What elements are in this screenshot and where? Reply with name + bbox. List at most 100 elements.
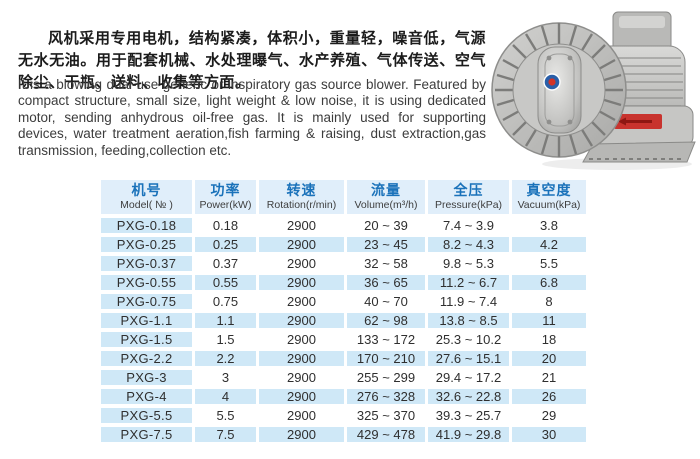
cell-value: 429 ~ 478 xyxy=(347,427,425,442)
cell-model: PXG-0.37 xyxy=(101,256,192,271)
cell-model: PXG-4 xyxy=(101,389,192,404)
cell-value: 0.37 xyxy=(195,256,256,271)
cell-value: 0.18 xyxy=(195,218,256,233)
cell-value: 62 ~ 98 xyxy=(347,313,425,328)
spec-table: 机号 Model( № ) 功率 Power(kW) 转速 Rotation(r/min)… xyxy=(101,180,586,442)
cell-value: 133 ~ 172 xyxy=(347,332,425,347)
cell-value: 2900 xyxy=(259,237,344,252)
column-header-2: 转速 Rotation(r/min) xyxy=(259,180,344,214)
cell-value: 30 xyxy=(512,427,586,442)
column-header-en: Rotation(r/min) xyxy=(266,199,337,212)
cell-value: 41.9 ~ 29.8 xyxy=(428,427,509,442)
cell-model: PXG-7.5 xyxy=(101,427,192,442)
cell-model: PXG-1.1 xyxy=(101,313,192,328)
cell-value: 2900 xyxy=(259,351,344,366)
cell-model: PXG-0.55 xyxy=(101,275,192,290)
cell-value: 1.1 xyxy=(195,313,256,328)
column-header-zh: 流量 xyxy=(371,182,401,199)
column-header-en: Volume(m³/h) xyxy=(354,199,418,212)
cell-value: 2900 xyxy=(259,408,344,423)
cell-model: PXG-2.2 xyxy=(101,351,192,366)
product-photo-ring-blower xyxy=(487,2,697,174)
cell-value: 0.75 xyxy=(195,294,256,309)
column-header-en: Power(kW) xyxy=(199,199,252,212)
cell-value: 36 ~ 65 xyxy=(347,275,425,290)
cell-value: 21 xyxy=(512,370,586,385)
cell-value: 6.8 xyxy=(512,275,586,290)
cell-value: 0.55 xyxy=(195,275,256,290)
column-header-zh: 功率 xyxy=(210,182,241,199)
cell-value: 7.4 ~ 3.9 xyxy=(428,218,509,233)
cell-value: 2900 xyxy=(259,332,344,347)
column-header-zh: 全压 xyxy=(453,182,484,199)
cell-value: 4.2 xyxy=(512,237,586,252)
cell-value: 2900 xyxy=(259,256,344,271)
cell-value: 5.5 xyxy=(195,408,256,423)
column-header-5: 真空度 Vacuum(kPa) xyxy=(512,180,586,214)
cell-value: 3 xyxy=(195,370,256,385)
cell-value: 3.8 xyxy=(512,218,586,233)
brand-sticker xyxy=(543,73,561,91)
column-header-zh: 机号 xyxy=(131,182,162,199)
cell-value: 11 xyxy=(512,313,586,328)
cell-value: 11.2 ~ 6.7 xyxy=(428,275,509,290)
cell-model: PXG-0.18 xyxy=(101,218,192,233)
cell-model: PXG-1.5 xyxy=(101,332,192,347)
cell-model: PXG-5.5 xyxy=(101,408,192,423)
cell-value: 5.5 xyxy=(512,256,586,271)
intro-paragraph-chinese: 风机采用专用电机，结构紧凑，体积小，重量轻，噪音低，气源无水无油。用于配套机械、… xyxy=(18,30,486,91)
cell-value: 0.25 xyxy=(195,237,256,252)
base-plate xyxy=(582,141,696,163)
cell-value: 1.5 xyxy=(195,332,256,347)
cell-value: 8 xyxy=(512,294,586,309)
cell-value: 4 xyxy=(195,389,256,404)
cell-model: PXG-0.25 xyxy=(101,237,192,252)
cell-value: 276 ~ 328 xyxy=(347,389,425,404)
cell-value: 26 xyxy=(512,389,586,404)
column-header-en: Pressure(kPa) xyxy=(434,199,503,212)
cell-value: 27.6 ~ 15.1 xyxy=(428,351,509,366)
cell-value: 29 xyxy=(512,408,586,423)
cell-value: 170 ~ 210 xyxy=(347,351,425,366)
column-header-en: Vacuum(kPa) xyxy=(517,199,581,212)
ring-blower-illustration xyxy=(491,11,696,170)
cell-value: 8.2 ~ 4.3 xyxy=(428,237,509,252)
cell-value: 29.4 ~ 17.2 xyxy=(428,370,509,385)
cell-value: 39.3 ~ 25.7 xyxy=(428,408,509,423)
cell-value: 2900 xyxy=(259,218,344,233)
column-header-4: 全压 Pressure(kPa) xyxy=(428,180,509,214)
column-header-0: 机号 Model( № ) xyxy=(101,180,192,214)
cell-value: 32 ~ 58 xyxy=(347,256,425,271)
cell-model: PXG-3 xyxy=(101,370,192,385)
column-header-en: Model( № ) xyxy=(120,199,173,212)
cell-value: 325 ~ 370 xyxy=(347,408,425,423)
cell-value: 2900 xyxy=(259,370,344,385)
cell-value: 25.3 ~ 10.2 xyxy=(428,332,509,347)
cell-value: 20 xyxy=(512,351,586,366)
cell-value: 2.2 xyxy=(195,351,256,366)
cell-value: 2900 xyxy=(259,427,344,442)
cell-value: 9.8 ~ 5.3 xyxy=(428,256,509,271)
hub-cover xyxy=(537,46,582,134)
intro-paragraph-english: It is a blowing dual-use generic or insp… xyxy=(18,77,486,158)
cell-value: 2900 xyxy=(259,294,344,309)
cell-value: 32.6 ~ 22.8 xyxy=(428,389,509,404)
cell-value: 18 xyxy=(512,332,586,347)
terminal-box xyxy=(612,11,672,57)
cell-value: 7.5 xyxy=(195,427,256,442)
cell-model: PXG-0.75 xyxy=(101,294,192,309)
cell-value: 23 ~ 45 xyxy=(347,237,425,252)
cell-value: 13.8 ~ 8.5 xyxy=(428,313,509,328)
cell-value: 40 ~ 70 xyxy=(347,294,425,309)
cell-value: 11.9 ~ 7.4 xyxy=(428,294,509,309)
column-header-zh: 转速 xyxy=(286,182,317,199)
column-header-zh: 真空度 xyxy=(526,182,572,199)
cell-value: 2900 xyxy=(259,275,344,290)
cell-value: 2900 xyxy=(259,389,344,404)
cell-value: 255 ~ 299 xyxy=(347,370,425,385)
cell-value: 2900 xyxy=(259,313,344,328)
cell-value: 20 ~ 39 xyxy=(347,218,425,233)
column-header-3: 流量 Volume(m³/h) xyxy=(347,180,425,214)
column-header-1: 功率 Power(kW) xyxy=(195,180,256,214)
